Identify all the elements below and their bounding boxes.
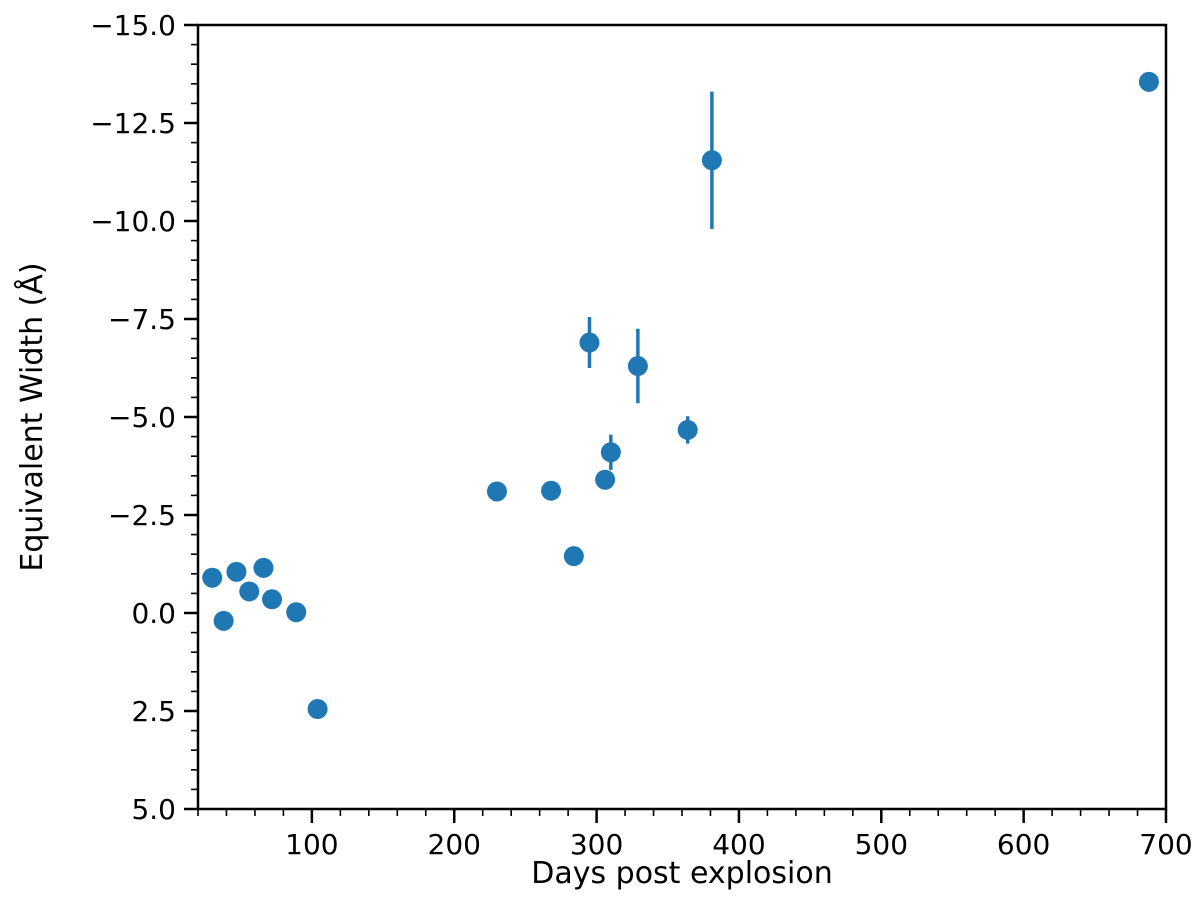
y-tick-label: −10.0 [90, 205, 176, 238]
y-tick-label: −12.5 [90, 107, 176, 140]
x-tick-label: 400 [712, 828, 765, 861]
data-point [627, 356, 648, 377]
y-tick-label: −2.5 [108, 499, 176, 532]
plot-frame [196, 23, 1168, 811]
y-axis-label: Equivalent Width (Å) [14, 262, 50, 571]
data-point [213, 610, 234, 631]
x-tick-label: 500 [855, 828, 908, 861]
data-point [1138, 71, 1159, 92]
x-tick-label: 300 [570, 828, 623, 861]
data-point [595, 469, 616, 490]
x-tick-label: 600 [997, 828, 1050, 861]
data-point [239, 581, 260, 602]
minor-ticks [191, 43, 1139, 816]
data-point [677, 419, 698, 440]
data-points [202, 71, 1159, 720]
major-ticks [184, 23, 1168, 823]
y-tick-label: 0.0 [131, 597, 176, 630]
y-tick-label: −15.0 [90, 9, 176, 42]
data-point [600, 442, 621, 463]
data-point [486, 481, 507, 502]
data-point [579, 332, 600, 353]
x-axis-label: Days post explosion [531, 856, 832, 891]
y-tick-label: −7.5 [108, 303, 176, 336]
x-tick-label: 700 [1139, 828, 1192, 861]
y-tick-label: 5.0 [131, 793, 176, 826]
data-point [262, 589, 283, 610]
y-tick-label: −5.0 [108, 401, 176, 434]
data-point [563, 546, 584, 567]
tick-labels: 100 200 300 400 500 600 700 −15.0 −12.5 −10.0 −7.5… [90, 9, 1193, 861]
x-tick-label: 200 [428, 828, 481, 861]
data-point [541, 480, 562, 501]
y-tick-label: 2.5 [131, 695, 176, 728]
x-tick-label: 100 [285, 828, 338, 861]
data-point [286, 602, 307, 623]
data-point [226, 561, 247, 582]
data-point [307, 699, 328, 720]
data-point [202, 567, 223, 588]
data-point [701, 150, 722, 171]
data-point [253, 557, 274, 578]
